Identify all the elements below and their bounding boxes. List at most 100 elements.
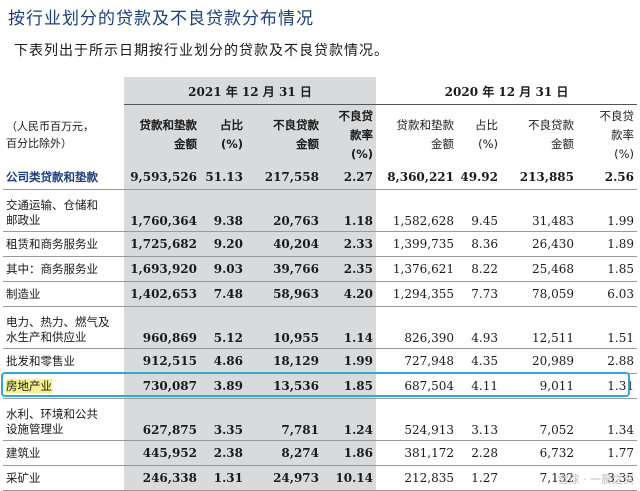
cell-loans-2021: 1,693,920 [124, 256, 200, 282]
industry-label: 租赁和商务服务业 [3, 231, 124, 257]
cell-share-2020: 9.45 [457, 189, 501, 232]
industry-label: 制造业 [3, 281, 124, 307]
unit-note: （人民币百万元， 百分比除外） [6, 119, 94, 150]
industry-label: 公司类贷款和垫款 [3, 165, 124, 190]
cell-share-2021: 5.12 [200, 306, 246, 349]
cell-loans-2020: 1,376,621 [376, 256, 457, 282]
cell-share-2020: 2.28 [457, 440, 501, 466]
col-2020-loans: 贷款和垫款 金额 [396, 118, 455, 151]
cell-loans-2020: 1,294,355 [376, 281, 457, 307]
col-2020-share: 占比 (%) [475, 118, 498, 151]
cell-npl-ratio-2020: 1.99 [577, 189, 637, 232]
industry-label: 其中：商务服务业 [3, 256, 124, 282]
cell-npl-2020: 7,132 [501, 465, 577, 491]
cell-npl-2020: 78,059 [501, 281, 577, 307]
cell-npl-2021: 8,274 [246, 440, 322, 466]
loan-distribution-table: 2021 年 12 月 31 日 2020 年 12 月 31 日 （人民币百万… [3, 78, 637, 491]
cell-npl-2020: 26,430 [501, 231, 577, 257]
year-2021-header: 2021 年 12 月 31 日 [124, 78, 376, 105]
column-header-row: （人民币百万元， 百分比除外） 贷款和垫款 金额 占比 (%) 不良贷款 金额 不良贷款… [3, 105, 637, 166]
cell-npl-ratio-2020: 1.77 [577, 440, 637, 466]
cell-loans-2020: 524,913 [376, 398, 457, 441]
cell-share-2021: 1.31 [200, 465, 246, 491]
cell-share-2020: 7.73 [457, 281, 501, 307]
industry-label: 批发和零售业 [3, 348, 124, 374]
cell-npl-2020: 6,732 [501, 440, 577, 466]
cell-npl-2021: 20,763 [246, 189, 322, 232]
cell-loans-2020: 826,390 [376, 306, 457, 349]
industry-label: 电力、热力、燃气及 水生产和供应业 [3, 306, 124, 349]
table-row: 制造业 1,402,653 7.48 58,963 4.20 1,294,355 7.73 7… [3, 281, 637, 307]
cell-npl-2020: 9,011 [501, 373, 577, 399]
table-row: 交通运输、仓储和 邮政业 1,760,364 9.38 20,763 1.18 1,582,… [3, 189, 637, 232]
cell-loans-2020: 727,948 [376, 348, 457, 374]
cell-share-2021: 9.20 [200, 231, 246, 257]
watermark: 雪球 · 一晨之资 [557, 473, 635, 486]
cell-npl-ratio-2020: 1.31 [577, 373, 637, 399]
table-row: 批发和零售业 912,515 4.86 18,129 1.99 727,948 4.35 20… [3, 348, 637, 374]
cell-npl-ratio-2020: 2.56 [577, 165, 637, 190]
cell-npl-2021: 58,963 [246, 281, 322, 307]
cell-npl-2021: 7,781 [246, 398, 322, 441]
cell-loans-2020: 8,360,221 [376, 165, 457, 190]
cell-npl-2021: 13,536 [246, 373, 322, 399]
cell-loans-2021: 1,725,682 [124, 231, 200, 257]
cell-share-2020: 4.93 [457, 306, 501, 349]
industry-label: 建筑业 [3, 440, 124, 466]
cell-share-2021: 2.38 [200, 440, 246, 466]
cell-share-2020: 8.36 [457, 231, 501, 257]
industry-label: 水利、环境和公共 设施管理业 [3, 398, 124, 441]
cell-share-2021: 4.86 [200, 348, 246, 374]
cell-npl-2021: 18,129 [246, 348, 322, 374]
cell-npl-2020: 7,052 [501, 398, 577, 441]
cell-npl-ratio-2021: 2.27 [322, 165, 376, 190]
cell-npl-ratio-2020: 6.03 [577, 281, 637, 307]
cell-loans-2021: 912,515 [124, 348, 200, 374]
col-2020-npl: 不良贷款 金额 [528, 118, 574, 151]
cell-npl-ratio-2020: 2.88 [577, 348, 637, 374]
cell-npl-ratio-2020: 3.35 [577, 465, 637, 491]
cell-share-2020: 1.27 [457, 465, 501, 491]
cell-loans-2021: 9,593,526 [124, 165, 200, 190]
cell-npl-ratio-2021: 1.86 [322, 440, 376, 466]
table-row: 水利、环境和公共 设施管理业 627,875 3.35 7,781 1.24 524,913… [3, 398, 637, 441]
cell-npl-ratio-2020: 1.89 [577, 231, 637, 257]
cell-npl-2020: 12,511 [501, 306, 577, 349]
cell-npl-ratio-2021: 1.14 [322, 306, 376, 349]
cell-share-2020: 4.35 [457, 348, 501, 374]
cell-share-2021: 3.35 [200, 398, 246, 441]
table-row: 租赁和商务服务业 1,725,682 9.20 40,204 2.33 1,399,735… [3, 231, 637, 257]
industry-label: 交通运输、仓储和 邮政业 [3, 189, 124, 232]
cell-npl-ratio-2021: 1.18 [322, 189, 376, 232]
cell-npl-2021: 217,558 [246, 165, 322, 190]
cell-npl-ratio-2021: 10.14 [322, 465, 376, 491]
cell-share-2020: 3.13 [457, 398, 501, 441]
col-2021-npl: 不良贷款 金额 [273, 118, 319, 151]
table-row: 公司类贷款和垫款 9,593,526 51.13 217,558 2.27 8,360,2… [3, 165, 637, 190]
industry-label: 房地产业 [3, 373, 124, 399]
cell-npl-ratio-2021: 1.85 [322, 373, 376, 399]
cell-npl-ratio-2021: 2.33 [322, 231, 376, 257]
cell-loans-2021: 1,760,364 [124, 189, 200, 232]
cell-share-2020: 4.11 [457, 373, 501, 399]
cell-loans-2021: 730,087 [124, 373, 200, 399]
cell-npl-2020: 20,989 [501, 348, 577, 374]
cell-loans-2021: 246,338 [124, 465, 200, 491]
year-2020-header: 2020 年 12 月 31 日 [376, 78, 637, 105]
cell-share-2021: 9.03 [200, 256, 246, 282]
col-2021-npl-ratio: 不良贷 款率 (%) [338, 108, 374, 161]
table-row: 其中：商务服务业 1,693,920 9.03 39,766 2.35 1,376,621… [3, 256, 637, 282]
cell-npl-ratio-2021: 4.20 [322, 281, 376, 307]
cell-share-2021: 7.48 [200, 281, 246, 307]
cell-npl-2020: 213,885 [501, 165, 577, 190]
cell-npl-2021: 40,204 [246, 231, 322, 257]
table-caption: 下表列出于所示日期按行业划分的贷款及不良贷款情况。 [14, 43, 389, 59]
cell-loans-2020: 1,399,735 [376, 231, 457, 257]
cell-npl-ratio-2021: 1.24 [322, 398, 376, 441]
table-row: 电力、热力、燃气及 水生产和供应业 960,869 5.12 10,955 1.14 826… [3, 306, 637, 349]
cell-share-2021: 9.38 [200, 189, 246, 232]
table-row: 房地产业 730,087 3.89 13,536 1.85 687,504 4.11 9,01… [3, 373, 637, 399]
cell-share-2020: 49.92 [457, 165, 501, 190]
cell-loans-2021: 960,869 [124, 306, 200, 349]
cell-npl-2021: 39,766 [246, 256, 322, 282]
